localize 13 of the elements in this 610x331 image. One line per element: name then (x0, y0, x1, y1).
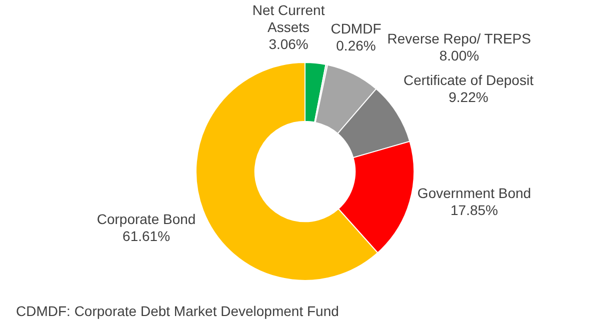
data-label: 0.26% (336, 38, 376, 54)
slice-label: CDMDF (330, 20, 382, 37)
slice-label: Reverse Repo/ TREPS (387, 30, 531, 47)
slice-label: Corporate Bond (96, 211, 196, 228)
text: CDMDF: Corporate Debt Market Development Fund (16, 302, 339, 319)
data-label: 61.61% (122, 228, 170, 244)
data-label: 8.00% (439, 48, 480, 64)
slice-label: Net Current Assets (252, 2, 325, 35)
data-label: 3.06% (268, 36, 308, 52)
data-label: 9.22% (448, 89, 488, 106)
slice-label: Government Bond (417, 184, 532, 201)
slice-label: Certificate of Deposit (404, 72, 534, 88)
data-label: 17.85% (450, 202, 498, 218)
